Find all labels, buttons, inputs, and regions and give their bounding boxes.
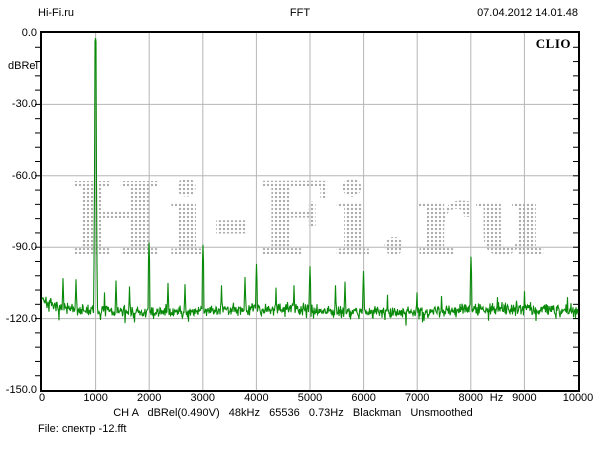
y-tick-label: 0.0 (21, 27, 37, 39)
fft-trace-path (41, 38, 579, 326)
x-tick-label: Hz (489, 392, 504, 404)
x-tick-label: 9000 (512, 392, 537, 404)
brand-label: CLIO (535, 36, 571, 51)
site-label: Hi-Fi.ru (38, 7, 75, 19)
file-label: File: спектр -12.fft (38, 423, 127, 435)
grid-lines (35, 33, 578, 390)
x-tick-label: 1000 (83, 392, 108, 404)
y-tick-label: -90.0 (11, 241, 37, 254)
x-tick-label: 10000 (562, 392, 594, 404)
x-tick-label: 6000 (351, 392, 376, 404)
plot-area: Hi-Fi.ru CLIO (35, 31, 580, 392)
y-tick-label: -60.0 (11, 169, 37, 182)
x-tick-label: 3000 (190, 392, 216, 404)
x-tick-label: 2000 (136, 392, 162, 404)
y-tick-label: -150.0 (5, 384, 37, 396)
x-tick-label: 7000 (404, 392, 430, 404)
x-tick-label: 8000 (458, 392, 484, 404)
x-tick-label: 0 (38, 392, 46, 404)
measurement-title: FFT (289, 7, 311, 19)
y-tick-label: -120.0 (5, 312, 37, 325)
x-tick-label: 5000 (297, 392, 323, 404)
spectrum-trace (41, 38, 579, 326)
status-bar: CH A dBRel(0.490V) 48kHz 65536 0.73Hz Bl… (113, 407, 473, 419)
y-axis-unit-label: dBRel (8, 60, 38, 72)
watermark: Hi-Fi.ru (42, 167, 578, 275)
datetime-label: 07.04.2012 14.01.48 (477, 7, 578, 19)
y-tick-label: -30.0 (11, 98, 37, 111)
x-tick-label: 4000 (244, 392, 269, 404)
